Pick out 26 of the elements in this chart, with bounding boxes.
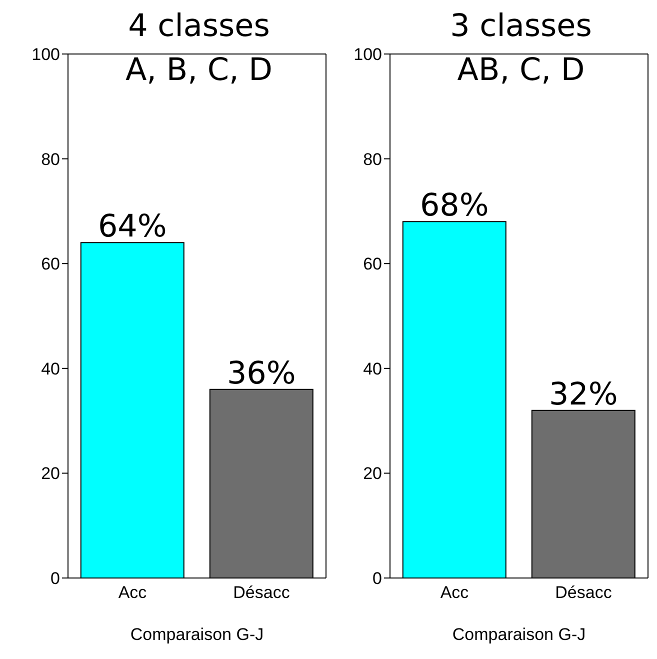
data-label: 36% bbox=[226, 355, 296, 392]
y-tick-label: 60 bbox=[363, 254, 382, 274]
y-tick-label: 40 bbox=[363, 359, 382, 378]
x-tick-label: Acc bbox=[440, 583, 470, 602]
y-tick-label: 20 bbox=[41, 464, 60, 484]
y-tick-label: 100 bbox=[32, 45, 60, 64]
y-tick-label: 80 bbox=[41, 150, 60, 169]
y-tick-label: 40 bbox=[41, 359, 60, 378]
chart-title: 3 classes bbox=[449, 8, 593, 44]
chart-subtitle: A, B, C, D bbox=[124, 52, 274, 88]
y-tick-label: 80 bbox=[363, 150, 382, 169]
x-tick-label: Acc bbox=[118, 583, 148, 602]
y-tick-label: 60 bbox=[41, 254, 60, 274]
data-label: 32% bbox=[548, 376, 618, 412]
chart-subtitle: AB, C, D bbox=[456, 52, 586, 88]
data-label: 68% bbox=[420, 188, 489, 224]
data-label: 64% bbox=[98, 208, 167, 245]
y-tick-label: 0 bbox=[50, 569, 60, 588]
x-axis-title: Comparaison G-J bbox=[130, 625, 264, 644]
y-tick-label: 20 bbox=[363, 464, 382, 484]
y-tick-label: 100 bbox=[354, 45, 382, 64]
x-tick-label: Désacc bbox=[233, 583, 290, 602]
y-tick-label: 0 bbox=[372, 569, 382, 588]
x-tick-label: Désacc bbox=[555, 583, 612, 602]
chart-title: 4 classes bbox=[127, 8, 271, 44]
x-axis-title: Comparaison G-J bbox=[452, 625, 586, 644]
